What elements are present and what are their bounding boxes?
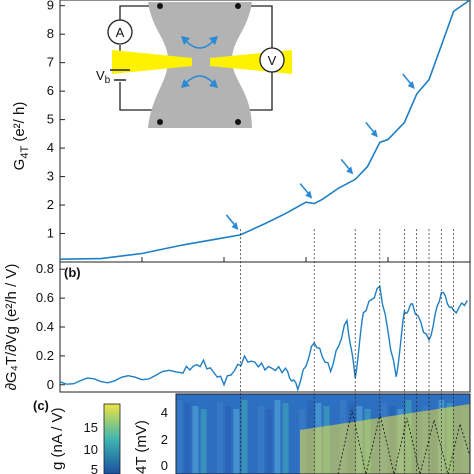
ammeter-label: A — [116, 25, 125, 40]
panel-b-ytick-label: 0 — [47, 377, 54, 392]
heatmap-cell — [274, 400, 281, 474]
contact-top-left — [157, 3, 163, 9]
colorbar-tick: 10 — [84, 442, 98, 457]
plateau-arrowhead — [305, 190, 313, 199]
panel-b-ytick-label: 0.2 — [36, 348, 54, 363]
current-arrowhead-1 — [181, 36, 190, 45]
contact-top-right — [235, 3, 241, 9]
voltmeter-symbol — [259, 47, 285, 73]
panel-c-label: (c) — [33, 398, 49, 413]
contact-bottom-right — [235, 119, 241, 125]
panel-a-ytick-label: 9 — [47, 0, 54, 13]
battery-symbol — [110, 69, 130, 81]
panel-b-ylabel: ∂G₄T/∂Vg (e²/h / V) — [3, 264, 20, 391]
colorbar-tick: 5 — [91, 462, 98, 474]
panel-a-x-ticks — [59, 257, 471, 262]
plateau-arrows — [225, 73, 415, 230]
plateau-arrowhead — [370, 129, 378, 138]
device-inset: A V Vb — [96, 2, 292, 128]
colorbar-tick: 15 — [84, 420, 98, 435]
source-label: Vb — [96, 68, 111, 86]
plateau-arrowhead — [407, 80, 415, 89]
panel-c: (c) 15 10 5 g (nA / V) 4 2 0 4T (mV) — [33, 393, 471, 474]
panel-c-ylabel: 4T (mV) — [133, 420, 150, 474]
panel-a-ylabel: G4T (e²/ h) — [11, 102, 31, 171]
heatmap-cell — [249, 403, 256, 474]
heatmap-cell — [192, 406, 199, 474]
ammeter-symbol — [107, 19, 133, 45]
panel-a-y-ticks: 1 2 3 4 5 6 7 8 9 — [47, 0, 65, 241]
heatmap-cell — [184, 403, 191, 474]
panel-c-frame — [175, 393, 471, 474]
sample-shape — [148, 2, 252, 128]
panel-b-series-line — [59, 284, 468, 393]
panel-a-ytick-label: 2 — [47, 197, 54, 212]
heatmap-cell — [266, 409, 273, 474]
heatmap-cell — [290, 406, 297, 474]
guide-lines — [240, 229, 454, 474]
panel-b-label: (b) — [64, 265, 81, 280]
colorbar-label: g (nA / V) — [49, 407, 66, 470]
contact-bottom-left — [157, 119, 163, 125]
current-arrowhead-2 — [209, 36, 218, 45]
panel-b-ytick-label: 0.6 — [36, 290, 54, 305]
panel-a-ytick-label: 4 — [47, 140, 54, 155]
gate-left — [112, 50, 192, 74]
panel-b-ytick-label: 0.8 — [36, 261, 54, 276]
heatmap-cell — [225, 406, 232, 474]
voltmeter-label: V — [268, 53, 277, 68]
panel-a-ytick-label: 7 — [47, 55, 54, 70]
panel-a: 1 2 3 4 5 6 7 8 9 G4T (e²/ h) A V — [11, 0, 471, 263]
heatmap-cell — [200, 409, 207, 474]
panel-b: (b) 0 0.2 0.4 0.6 0.8 ∂G₄T/∂Vg (e²/h / V) — [3, 261, 471, 393]
panel-b-ytick-label: 0.4 — [36, 319, 54, 334]
heatmap-cell — [233, 409, 240, 474]
heatmap-cell — [208, 400, 215, 474]
heatmap-cell — [217, 403, 223, 474]
panel-a-series-line — [59, 0, 471, 260]
colorbar — [103, 403, 121, 474]
panel-c-ytick: 0 — [161, 458, 168, 473]
panel-c-ytick: 2 — [161, 432, 168, 447]
plateau-arrowhead — [231, 221, 239, 230]
panel-a-ytick-label: 6 — [47, 83, 54, 98]
panel-a-ytick-label: 5 — [47, 112, 54, 127]
heatmap-cell — [176, 400, 182, 474]
current-arrowhead-4 — [209, 79, 218, 88]
panel-c-ytick: 4 — [161, 405, 168, 420]
heatmap-cell — [282, 403, 289, 474]
panel-b-frame — [59, 261, 471, 393]
heatmap-cell — [241, 400, 248, 474]
plateau-arrowhead — [346, 166, 354, 175]
panel-a-ytick-label: 1 — [47, 226, 54, 241]
panel-a-ytick-label: 8 — [47, 26, 54, 41]
panel-a-ytick-label: 3 — [47, 169, 54, 184]
heatmap-bright-region — [300, 404, 470, 474]
panel-b-y-ticks: 0 0.2 0.4 0.6 0.8 — [36, 261, 65, 392]
current-arrowhead-3 — [181, 79, 190, 88]
current-arrow-upper — [184, 39, 215, 49]
current-arrow-lower — [184, 75, 215, 85]
heatmap-cell — [258, 406, 264, 474]
